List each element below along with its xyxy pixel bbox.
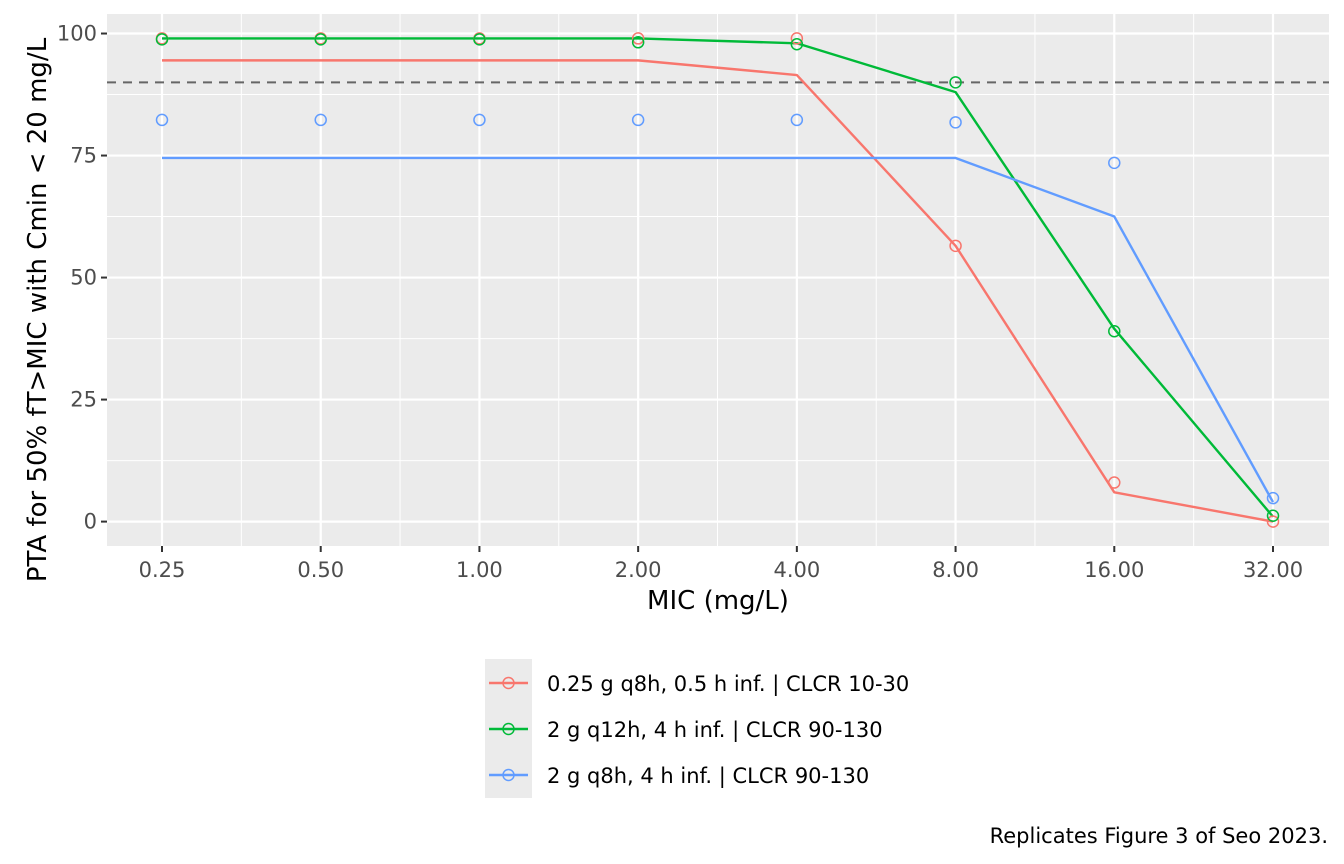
series-1-point [1108, 476, 1121, 489]
x-tick-label: 4.00 [773, 558, 820, 582]
grid-lines [107, 14, 1329, 546]
x-tick-label: 0.25 [139, 558, 186, 582]
series-2-point [1108, 324, 1121, 338]
series-2-point [790, 38, 804, 51]
series-2-point [631, 36, 645, 49]
y-tick-label: 25 [70, 388, 97, 412]
legend-key-point [502, 676, 515, 690]
series-3-point [790, 113, 804, 127]
x-axis: 0.25 0.50 1.00 2.00 4.00 8.00 16.00 32.00 [139, 546, 1303, 582]
series-1-point [1266, 515, 1280, 528]
series-line-2 [162, 37, 1274, 518]
x-tick-label: 0.50 [297, 558, 344, 582]
y-tick-label: 50 [70, 266, 97, 290]
series-line-1 [162, 59, 1274, 523]
series-1-point [949, 239, 962, 253]
legend-label: 2 g q8h, 4 h inf. | CLCR 90-130 [547, 764, 869, 789]
series-1-point [790, 32, 804, 45]
x-tick-label: 2.00 [615, 558, 662, 582]
x-axis-title: MIC (mg/L) [647, 586, 789, 616]
y-tick-label: 75 [70, 144, 97, 168]
series-2-point [1266, 509, 1280, 522]
y-tick-label: 100 [57, 22, 97, 46]
legend-key-point [502, 768, 515, 782]
legend-label: 2 g q12h, 4 h inf. | CLCR 90-130 [547, 718, 883, 743]
y-axis-title: PTA for 50% fT>MIC with Cmin < 20 mg/L [23, 37, 53, 582]
y-axis: 0 25 50 75 100 [57, 22, 107, 534]
series-1-point [631, 32, 645, 45]
x-tick-label: 16.00 [1084, 558, 1144, 582]
series-2-point [473, 33, 486, 46]
legend: 0.25 g q8h, 0.5 h inf. | CLCR 10-30 2 g q… [489, 672, 909, 789]
series-3-point [314, 113, 327, 127]
series-3-point [155, 113, 169, 127]
caption: Replicates Figure 3 of Seo 2023. [990, 824, 1328, 848]
series-line-3 [162, 156, 1275, 503]
series-2-point [314, 33, 327, 46]
y-tick-label: 0 [84, 510, 97, 534]
x-tick-label: 32.00 [1243, 558, 1303, 582]
x-tick-label: 1.00 [456, 558, 503, 582]
series-3-point [473, 113, 486, 127]
series-lines [162, 37, 1275, 523]
x-tick-label: 8.00 [932, 558, 979, 582]
series-2-point [155, 33, 169, 46]
series-2-point [949, 76, 962, 89]
series-3-point [1108, 156, 1121, 170]
series-3-point [631, 113, 645, 127]
series-3-point [949, 116, 962, 129]
legend-key-point [502, 722, 515, 736]
legend-label: 0.25 g q8h, 0.5 h inf. | CLCR 10-30 [547, 672, 909, 697]
series-points [155, 32, 1280, 528]
series-3-point [1266, 491, 1280, 505]
